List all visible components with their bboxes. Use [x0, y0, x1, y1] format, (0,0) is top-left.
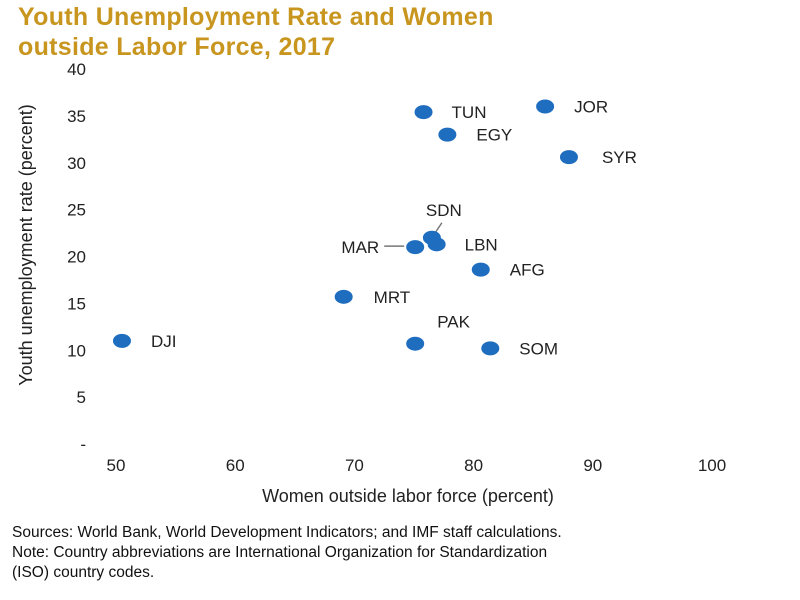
- point-label: SOM: [519, 339, 558, 358]
- x-axis-title: Women outside labor force (percent): [262, 486, 554, 506]
- data-point: [414, 105, 433, 120]
- x-tick-label: 90: [583, 456, 602, 475]
- x-tick-label: 60: [226, 456, 245, 475]
- data-point: [438, 127, 457, 142]
- chart-title-line-1: Youth Unemployment Rate and Women: [18, 3, 494, 31]
- point-label: SYR: [602, 148, 637, 167]
- point-label: PAK: [437, 313, 470, 332]
- x-tick-label: 100: [698, 456, 726, 475]
- point-label: EGY: [476, 126, 512, 145]
- point-label: MAR: [341, 238, 379, 257]
- data-points: [112, 99, 578, 356]
- point-label: TUN: [452, 103, 487, 122]
- y-tick-label: 20: [67, 248, 86, 267]
- chart-notes: Sources: World Bank, World Development I…: [12, 523, 792, 583]
- y-tick-label: 10: [67, 341, 86, 360]
- data-point: [536, 99, 555, 114]
- x-axis-ticks: 50 60 70 80 90 100: [107, 456, 727, 475]
- y-tick-label: 35: [67, 107, 86, 126]
- point-label: JOR: [574, 98, 608, 117]
- y-tick-label: 15: [67, 294, 86, 313]
- point-label: LBN: [465, 235, 498, 254]
- leader-lines: [384, 222, 443, 247]
- sources-note: Sources: World Bank, World Development I…: [12, 524, 562, 541]
- x-tick-label: 80: [464, 456, 483, 475]
- point-label: AFG: [510, 261, 545, 280]
- chart-title: Youth Unemployment Rate and Women outsid…: [18, 2, 778, 62]
- y-tick-label: 40: [67, 60, 86, 79]
- data-point: [471, 262, 490, 277]
- point-label: SDN: [426, 201, 462, 220]
- x-tick-label: 50: [107, 456, 126, 475]
- point-label: MRT: [374, 288, 411, 307]
- y-axis-title: Youth unemployment rate (percent): [16, 104, 36, 386]
- chart-title-line-2: outside Labor Force, 2017: [18, 33, 336, 61]
- y-tick-label: 30: [67, 154, 86, 173]
- data-point: [481, 341, 500, 356]
- abbreviation-note: Note: Country abbreviations are Internat…: [12, 544, 548, 561]
- abbreviation-note-continued: (ISO) country codes.: [12, 564, 155, 581]
- y-tick-label: 25: [67, 201, 86, 220]
- x-tick-label: 70: [345, 456, 364, 475]
- y-tick-label: 5: [77, 388, 86, 407]
- data-point: [427, 237, 446, 252]
- y-tick-label: -: [80, 435, 86, 454]
- y-axis-ticks: - 5 10 15 20 25 30 35 40: [67, 60, 86, 454]
- scatter-chart: 50 60 70 80 90 100 - 5 10 15 20 25 30 35 40 TUN JOR EGY…: [16, 60, 727, 506]
- data-point: [334, 289, 353, 304]
- data-point: [559, 150, 578, 165]
- data-point: [406, 240, 425, 255]
- leader-line: [435, 222, 443, 233]
- point-label: DJI: [151, 332, 177, 351]
- data-point: [406, 336, 425, 351]
- data-point: [112, 333, 131, 348]
